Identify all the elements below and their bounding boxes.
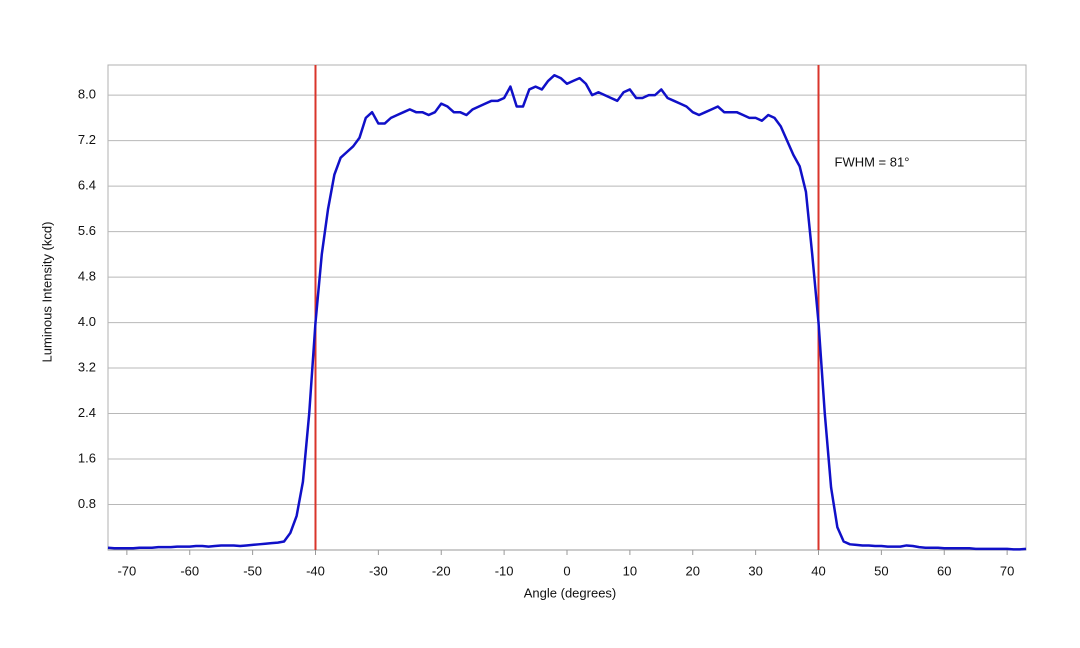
x-axis-label: Angle (degrees) [524, 585, 617, 600]
x-tick-label: 10 [623, 563, 637, 578]
x-tick-label: -60 [180, 563, 199, 578]
y-tick-label: 3.2 [78, 359, 96, 374]
y-tick-label: 1.6 [78, 450, 96, 465]
y-tick-label: 8.0 [78, 87, 96, 102]
x-tick-label: 40 [811, 563, 825, 578]
plot-area [107, 64, 1027, 551]
x-tick-label: 30 [748, 563, 762, 578]
x-tick-label: 50 [874, 563, 888, 578]
y-tick-label: 0.8 [78, 496, 96, 511]
x-tick-label: 60 [937, 563, 951, 578]
x-tick-label: -10 [495, 563, 514, 578]
x-tick-label: -30 [369, 563, 388, 578]
x-tick-label: 0 [563, 563, 570, 578]
y-tick-label: 6.4 [78, 178, 96, 193]
x-tick-label: 70 [1000, 563, 1014, 578]
y-tick-label: 4.8 [78, 269, 96, 284]
y-tick-label: 7.2 [78, 132, 96, 147]
y-tick-label: 4.0 [78, 314, 96, 329]
y-tick-label: 2.4 [78, 405, 96, 420]
x-tick-label: -50 [243, 563, 262, 578]
y-axis-label: Luminous Intensity (kcd) [39, 222, 54, 363]
y-tick-label: 5.6 [78, 223, 96, 238]
x-tick-label: -70 [117, 563, 136, 578]
x-tick-label: 20 [686, 563, 700, 578]
data-line [107, 73, 1027, 551]
annotation: FWHM = 81° [835, 154, 910, 169]
x-tick-label: -40 [306, 563, 325, 578]
x-tick-label: -20 [432, 563, 451, 578]
